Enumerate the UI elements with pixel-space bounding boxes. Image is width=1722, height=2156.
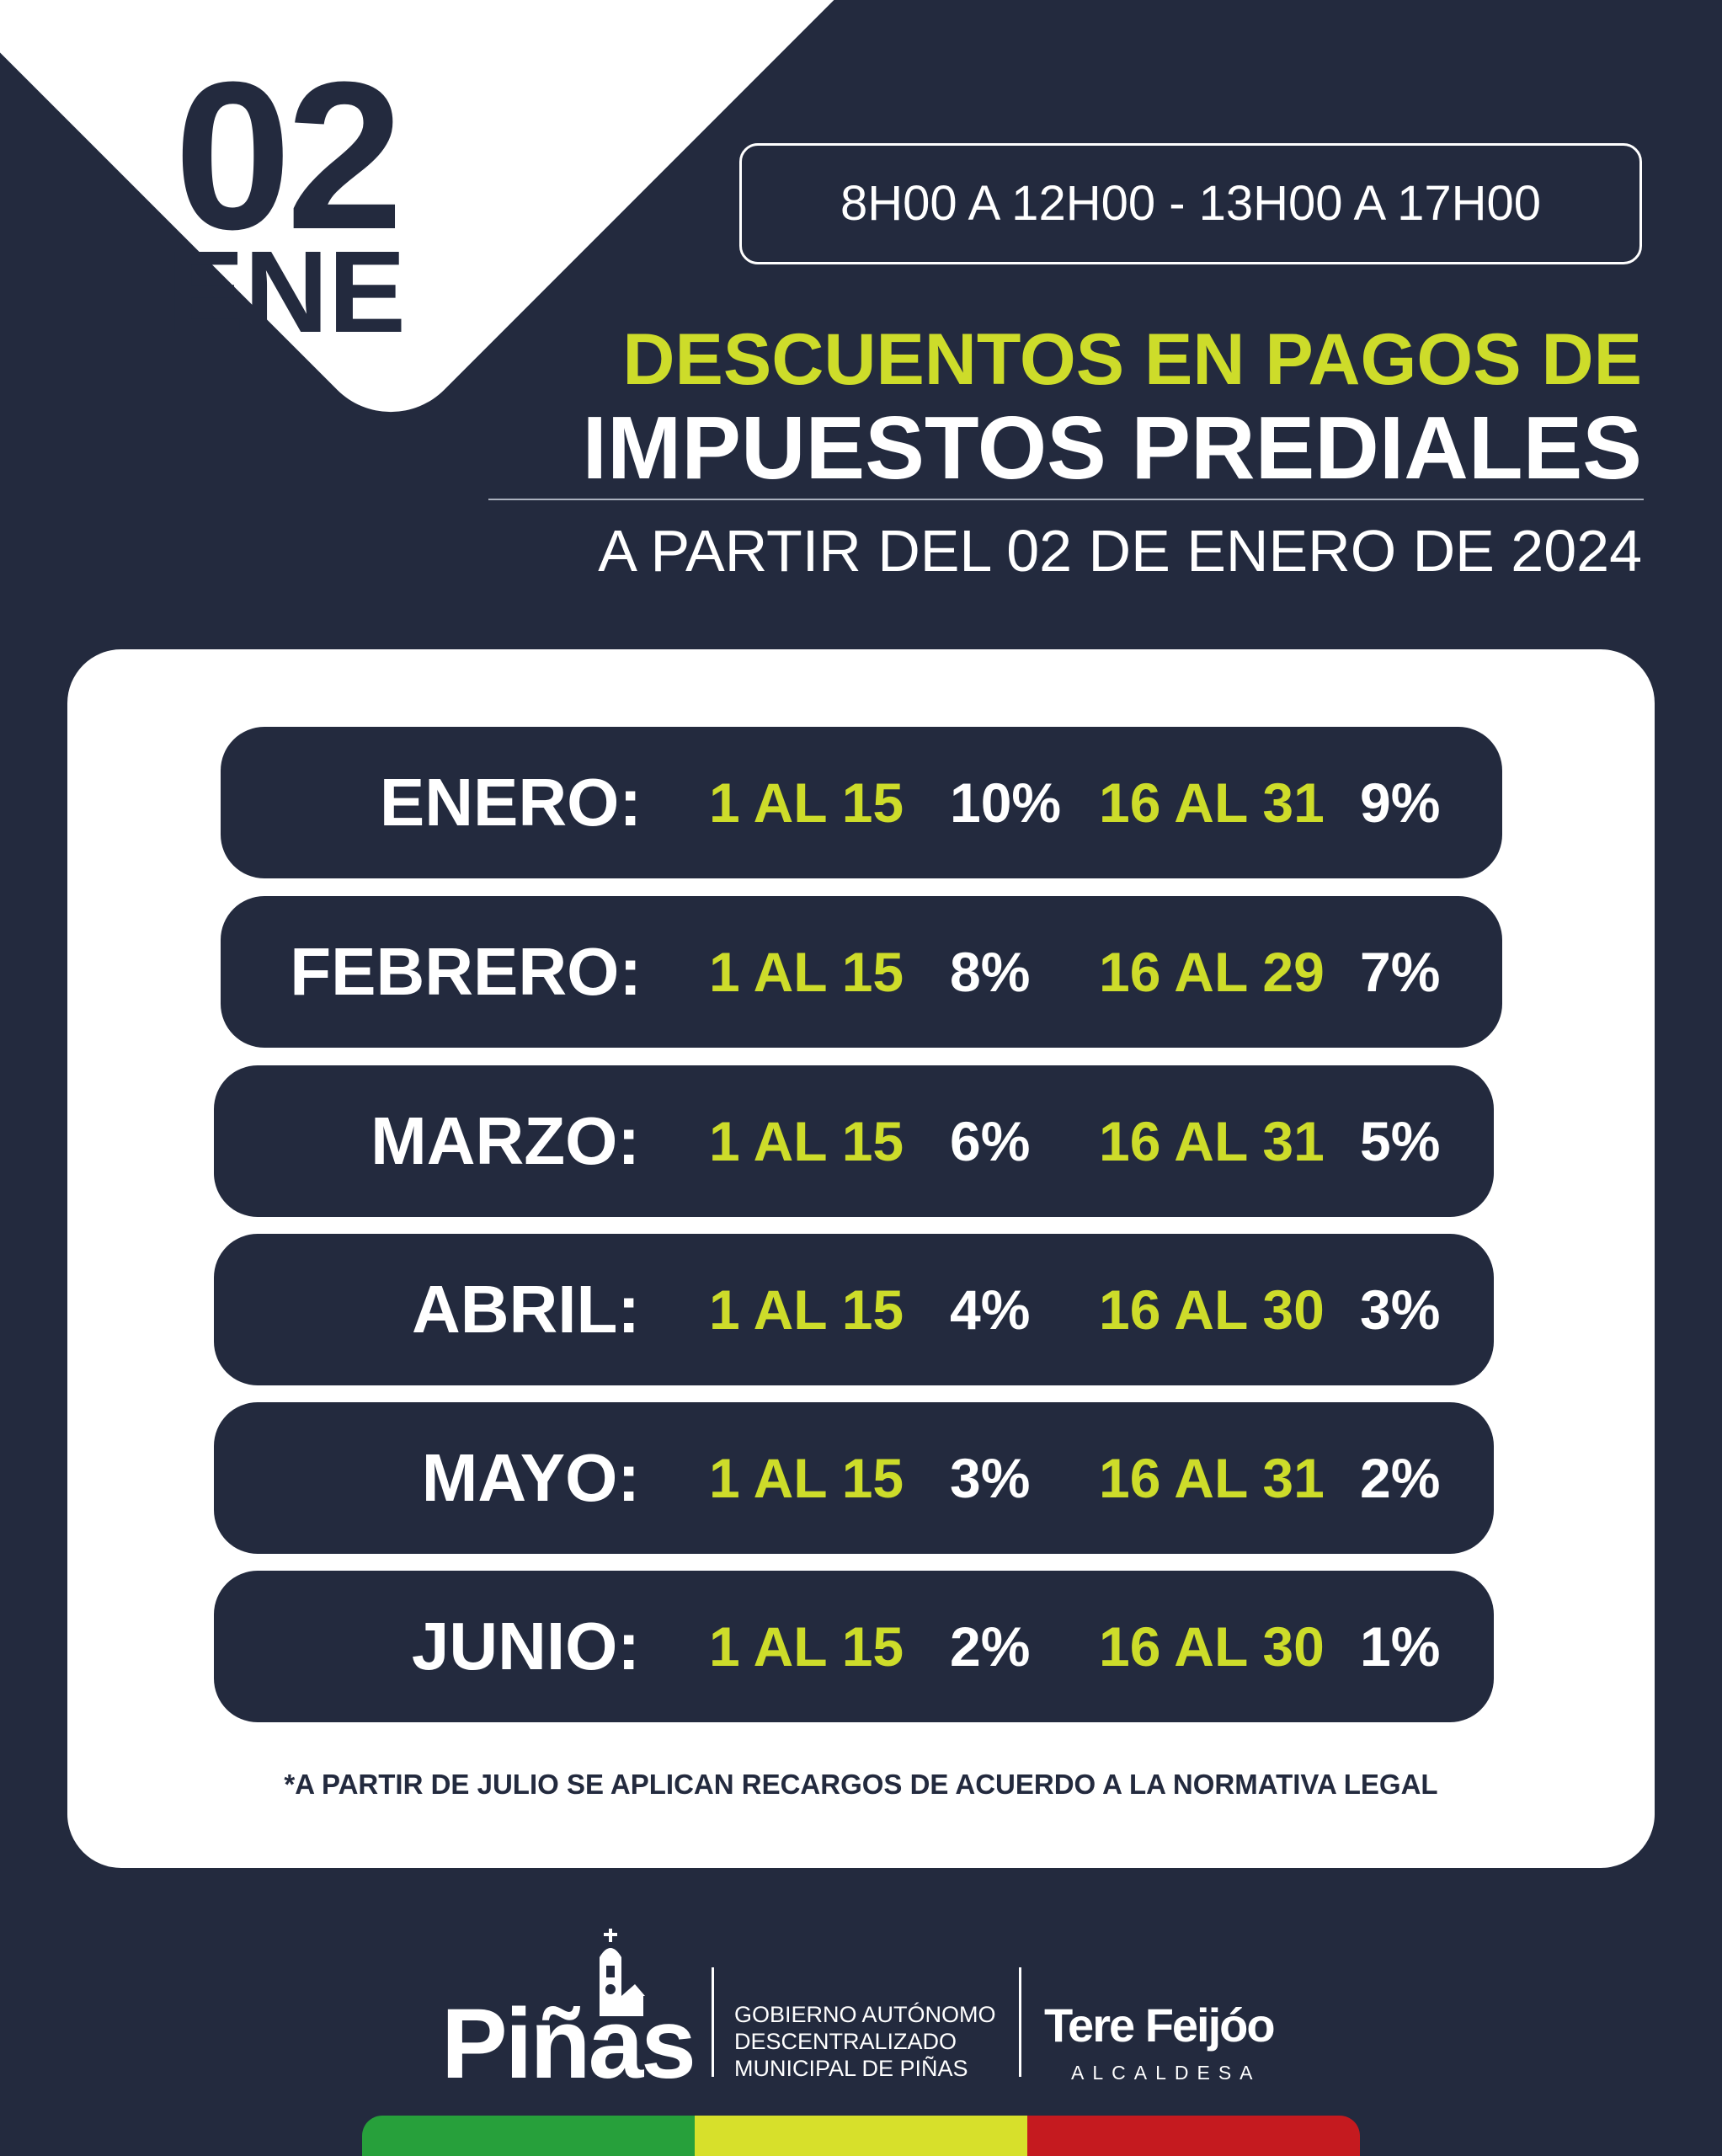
- title-line-1: DESCUENTOS EN PAGOS DE: [622, 319, 1642, 400]
- schedule-card: ENERO: 1 AL 15 10% 16 AL 31 9% FEBRERO: …: [67, 649, 1655, 1868]
- mayor-name: Tere Feijóo: [1044, 1999, 1276, 2052]
- row-month: MAYO:: [421, 1440, 640, 1515]
- government-name-line: MUNICIPAL DE PIÑAS: [734, 2056, 968, 2081]
- row-month: JUNIO:: [411, 1609, 640, 1684]
- row-discount-first: 3%: [950, 1447, 1031, 1509]
- row-range-second: 16 AL 31: [1099, 1447, 1325, 1509]
- row-range-first: 1 AL 15: [709, 1615, 904, 1678]
- row-month: FEBRERO:: [290, 934, 642, 1009]
- row-range-first: 1 AL 15: [709, 771, 904, 834]
- row-range-second: 16 AL 30: [1099, 1278, 1325, 1341]
- flag-yellow-stripe: [695, 2116, 1027, 2156]
- row-month: ABRIL:: [411, 1272, 640, 1347]
- row-range-second: 16 AL 29: [1099, 941, 1325, 1003]
- schedule-row-febrero: FEBRERO: 1 AL 15 8% 16 AL 29 7%: [221, 896, 1502, 1048]
- subtitle: A PARTIR DEL 02 DE ENERO DE 2024: [598, 518, 1642, 584]
- row-discount-first: 4%: [950, 1278, 1031, 1341]
- row-discount-second: 2%: [1360, 1447, 1441, 1509]
- row-range-first: 1 AL 15: [709, 941, 904, 1003]
- row-range-second: 16 AL 31: [1099, 771, 1325, 834]
- mayor-role: ALCALDESA: [1071, 2062, 1261, 2084]
- schedule-row-mayo: MAYO: 1 AL 15 3% 16 AL 31 2%: [214, 1402, 1494, 1554]
- row-range-first: 1 AL 15: [709, 1278, 904, 1341]
- row-discount-first: 6%: [950, 1110, 1031, 1172]
- schedule-row-abril: ABRIL: 1 AL 15 4% 16 AL 30 3%: [214, 1234, 1494, 1385]
- row-discount-second: 9%: [1360, 771, 1441, 834]
- footer: Piñas GOBIERNO AUTÓNOMO DESCENTRALIZADO …: [0, 1920, 1722, 2094]
- church-icon: [600, 1929, 645, 2016]
- government-name-line: DESCENTRALIZADO: [734, 2029, 957, 2054]
- flag-red-stripe: [1027, 2116, 1360, 2156]
- footer-divider: [712, 1967, 714, 2077]
- government-name: GOBIERNO AUTÓNOMO DESCENTRALIZADO MUNICI…: [734, 2001, 996, 2082]
- pinas-logo-text: Piñas: [441, 1988, 696, 2100]
- title-divider: [488, 499, 1644, 500]
- row-range-second: 16 AL 30: [1099, 1615, 1325, 1678]
- row-month: MARZO:: [371, 1103, 640, 1178]
- footnote: *A PARTIR DE JULIO SE APLICAN RECARGOS D…: [284, 1769, 1438, 1800]
- office-hours: 8H00 A 12H00 - 13H00 A 17H00: [739, 143, 1642, 264]
- schedule-row-enero: ENERO: 1 AL 15 10% 16 AL 31 9%: [221, 727, 1502, 878]
- row-discount-first: 2%: [950, 1615, 1031, 1678]
- row-discount-first: 10%: [950, 771, 1062, 834]
- row-range-second: 16 AL 31: [1099, 1110, 1325, 1172]
- row-range-first: 1 AL 15: [709, 1447, 904, 1509]
- row-discount-second: 5%: [1360, 1110, 1441, 1172]
- schedule-row-junio: JUNIO: 1 AL 15 2% 16 AL 30 1%: [214, 1571, 1494, 1722]
- title-line-2: IMPUESTOS PREDIALES: [582, 398, 1643, 498]
- date-day: 02: [173, 38, 403, 273]
- row-range-first: 1 AL 15: [709, 1110, 904, 1172]
- flag-green-stripe: [362, 2116, 695, 2156]
- schedule-row-marzo: MARZO: 1 AL 15 6% 16 AL 31 5%: [214, 1065, 1494, 1217]
- footer-divider: [1019, 1967, 1021, 2077]
- row-month: ENERO:: [379, 765, 642, 840]
- row-discount-first: 8%: [950, 941, 1031, 1003]
- date-month: ENE: [167, 227, 406, 357]
- row-discount-second: 7%: [1360, 941, 1441, 1003]
- row-discount-second: 3%: [1360, 1278, 1441, 1341]
- flag-color-bar: [362, 2116, 1360, 2156]
- government-name-line: GOBIERNO AUTÓNOMO: [734, 2002, 996, 2027]
- row-discount-second: 1%: [1360, 1615, 1441, 1678]
